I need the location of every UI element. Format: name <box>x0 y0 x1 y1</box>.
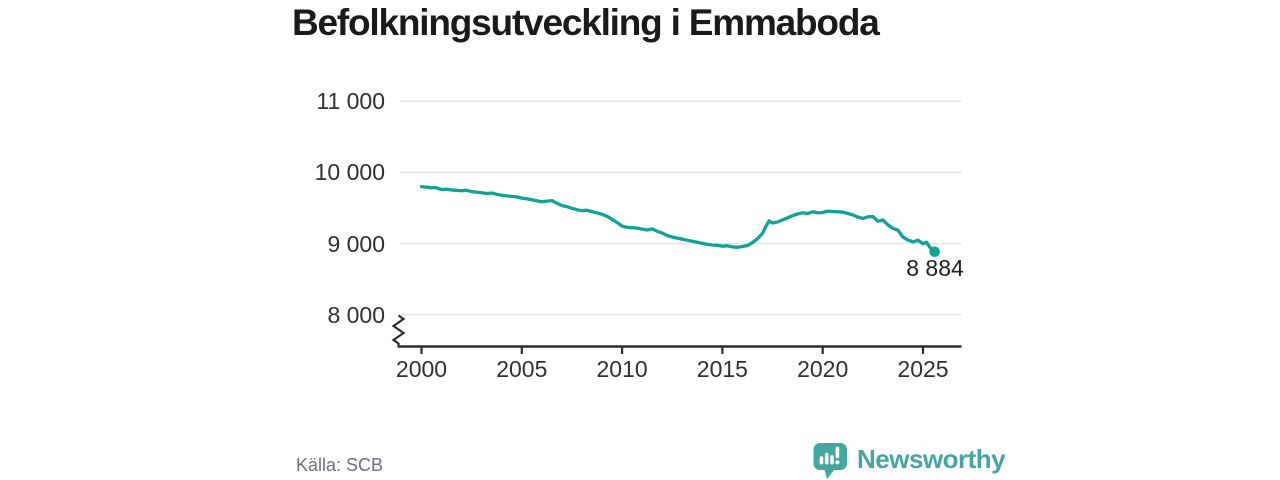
x-tick-label: 2025 <box>897 356 949 382</box>
x-tick-label: 2015 <box>696 356 748 382</box>
x-tick-label: 2010 <box>596 356 648 382</box>
newsworthy-logo-icon <box>813 443 847 479</box>
y-tick-label: 9 000 <box>327 230 385 257</box>
newsworthy-logo-text: Newsworthy <box>857 444 1006 474</box>
newsworthy-logo: Newsworthy <box>812 441 1006 480</box>
source-caption: Källa: SCB <box>296 455 384 475</box>
x-tick-label: 2020 <box>797 356 849 382</box>
y-tick-label: 11 000 <box>316 88 385 115</box>
latest-value-label: 8 884 <box>906 255 964 281</box>
x-tick-label: 2000 <box>395 356 448 382</box>
end-point-dot <box>929 246 940 258</box>
y-tick-label: 8 000 <box>327 301 385 328</box>
y-tick-label: 10 000 <box>314 159 385 186</box>
y-axis-break-icon <box>391 314 406 347</box>
chart-title: Befolkningsutveckling i Emmaboda <box>292 2 880 43</box>
population-line <box>419 184 937 254</box>
x-tick-label: 2005 <box>496 356 548 382</box>
